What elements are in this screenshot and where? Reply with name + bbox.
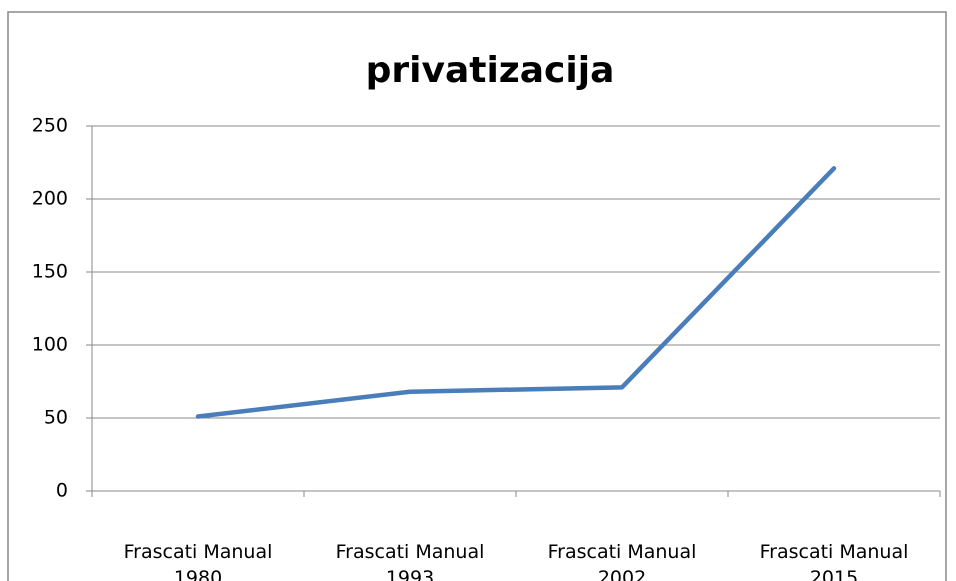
y-tick-label: 50 (44, 407, 68, 429)
x-tick-label: Frascati Manual 1980 (123, 541, 273, 581)
y-tick-label: 150 (32, 261, 68, 283)
line-series (195, 166, 837, 419)
x-tick-label: Frascati Manual 2002 (547, 541, 697, 581)
x-tick-label: Frascati Manual 1993 (335, 541, 485, 581)
y-tick-label: 250 (32, 115, 68, 137)
chart-title: privatizacija (366, 50, 615, 91)
chart-border (7, 11, 947, 581)
x-tick-label: Frascati Manual 2015 (759, 541, 909, 581)
y-tick-label: 0 (56, 480, 68, 502)
y-tick-label: 200 (32, 188, 68, 210)
y-tick-label: 100 (32, 334, 68, 356)
